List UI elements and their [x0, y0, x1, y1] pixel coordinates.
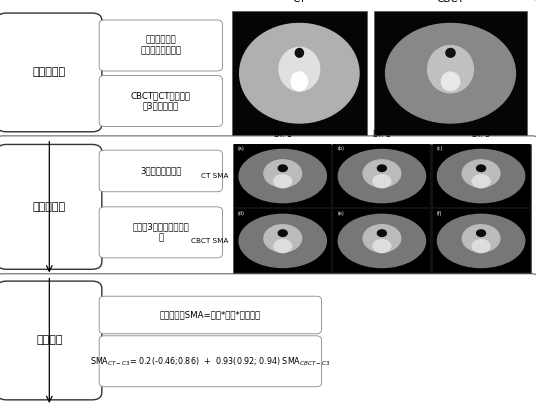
Text: 头颈肿瘤患者
在放疗同一时间点: 头颈肿瘤患者 在放疗同一时间点 [140, 36, 181, 55]
Text: SMA$_{CT-C3}$= 0.2(-0.46;0.86)  +  0.93(0.92; 0.94) SMA$_{CBCT-C3}$: SMA$_{CT-C3}$= 0.2(-0.46;0.86) + 0.93(0.… [90, 355, 331, 368]
Text: (f): (f) [436, 211, 442, 216]
Ellipse shape [446, 49, 455, 57]
Bar [233, 144, 531, 273]
Ellipse shape [377, 165, 386, 171]
Ellipse shape [291, 72, 308, 91]
Bar [234, 144, 331, 207]
FancyBboxPatch shape [99, 296, 322, 334]
Ellipse shape [462, 160, 500, 187]
Text: CT: CT [293, 0, 306, 4]
Ellipse shape [295, 49, 303, 57]
Ellipse shape [472, 239, 490, 253]
Text: 标注骨骼肌: 标注骨骼肌 [33, 202, 66, 212]
Ellipse shape [428, 46, 473, 93]
Bar [234, 209, 331, 272]
Ellipse shape [278, 230, 287, 236]
Ellipse shape [239, 214, 326, 268]
FancyBboxPatch shape [0, 0, 536, 144]
Ellipse shape [278, 165, 287, 171]
Text: 标注第3颈椎横截面骨骼
肌: 标注第3颈椎横截面骨骼 肌 [132, 223, 189, 242]
Ellipse shape [373, 239, 391, 253]
Ellipse shape [385, 23, 516, 123]
FancyBboxPatch shape [0, 274, 536, 408]
Ellipse shape [239, 149, 326, 203]
Text: CBCT SMA: CBCT SMA [191, 238, 229, 244]
Ellipse shape [477, 165, 486, 171]
FancyBboxPatch shape [99, 75, 222, 126]
Ellipse shape [472, 175, 490, 188]
Ellipse shape [377, 230, 386, 236]
Ellipse shape [338, 214, 426, 268]
Ellipse shape [338, 149, 426, 203]
Ellipse shape [264, 225, 302, 252]
Text: (b): (b) [337, 146, 344, 151]
Ellipse shape [373, 175, 391, 188]
Text: 骨骼肌面积SMA=长度*宽度*像素总和: 骨骼肌面积SMA=长度*宽度*像素总和 [160, 310, 261, 319]
Text: (a): (a) [238, 146, 245, 151]
FancyBboxPatch shape [99, 207, 222, 258]
Bar [433, 144, 530, 207]
Text: CBCT: CBCT [436, 0, 465, 4]
FancyBboxPatch shape [99, 150, 222, 192]
Ellipse shape [240, 23, 359, 123]
Ellipse shape [363, 160, 401, 187]
Text: Dr. 1: Dr. 1 [274, 130, 292, 139]
Bar [232, 11, 367, 135]
Bar [374, 11, 527, 135]
Text: (e): (e) [337, 211, 344, 216]
Text: 建立模型: 建立模型 [36, 335, 63, 346]
FancyBboxPatch shape [0, 13, 102, 132]
FancyBboxPatch shape [99, 20, 222, 71]
Bar [333, 209, 430, 272]
Bar [433, 209, 530, 272]
Ellipse shape [477, 230, 486, 236]
Text: 3名医师独立勾画: 3名医师独立勾画 [140, 166, 182, 175]
Ellipse shape [363, 225, 401, 252]
Ellipse shape [437, 149, 525, 203]
FancyBboxPatch shape [0, 281, 102, 400]
Ellipse shape [274, 239, 292, 253]
FancyBboxPatch shape [99, 336, 322, 387]
Ellipse shape [437, 214, 525, 268]
Text: (c): (c) [436, 146, 443, 151]
Text: Dr. 3: Dr. 3 [472, 130, 490, 139]
Ellipse shape [264, 160, 302, 187]
Text: CT SMA: CT SMA [202, 173, 229, 179]
FancyBboxPatch shape [0, 144, 102, 269]
Text: Dr. 2: Dr. 2 [373, 130, 391, 139]
Text: 构建数据库: 构建数据库 [33, 67, 66, 78]
FancyBboxPatch shape [0, 136, 536, 280]
Ellipse shape [274, 175, 292, 188]
Bar [333, 144, 430, 207]
Text: CBCT与CT配对图像
第3颈椎横截面: CBCT与CT配对图像 第3颈椎横截面 [131, 91, 191, 111]
Ellipse shape [279, 47, 319, 91]
Ellipse shape [462, 225, 500, 252]
Ellipse shape [441, 72, 460, 91]
Text: (d): (d) [238, 211, 245, 216]
